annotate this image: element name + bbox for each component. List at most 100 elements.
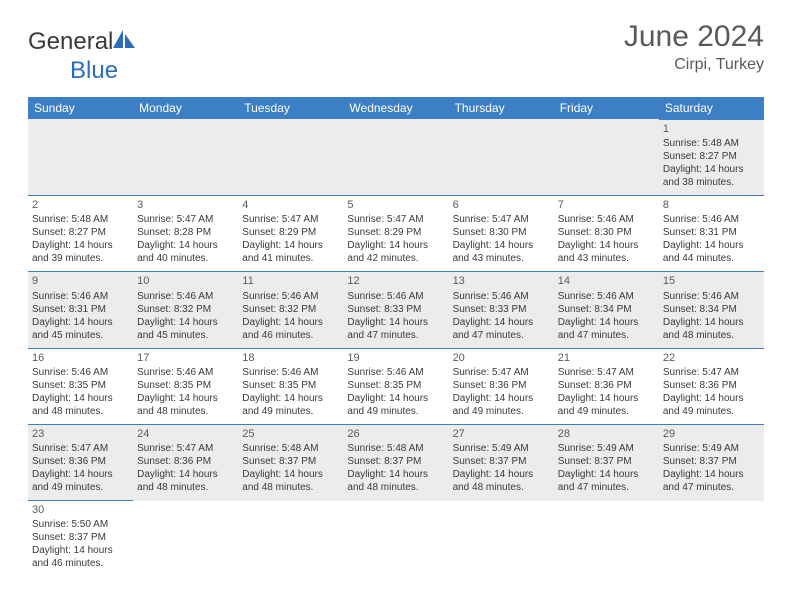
cell-daylight2: and 49 minutes.: [32, 481, 129, 494]
day-number: 10: [137, 274, 234, 288]
cell-sunrise: Sunrise: 5:46 AM: [242, 366, 339, 379]
calendar-cell: 8Sunrise: 5:46 AMSunset: 8:31 PMDaylight…: [659, 195, 764, 271]
calendar-cell: [28, 119, 133, 195]
cell-daylight1: Daylight: 14 hours: [32, 392, 129, 405]
cell-daylight1: Daylight: 14 hours: [347, 239, 444, 252]
calendar-cell: 18Sunrise: 5:46 AMSunset: 8:35 PMDayligh…: [238, 348, 343, 424]
cell-sunset: Sunset: 8:36 PM: [137, 455, 234, 468]
day-number: 8: [663, 198, 760, 212]
calendar-cell: 11Sunrise: 5:46 AMSunset: 8:32 PMDayligh…: [238, 272, 343, 348]
cell-daylight1: Daylight: 14 hours: [453, 316, 550, 329]
cell-daylight2: and 49 minutes.: [347, 405, 444, 418]
cell-sunrise: Sunrise: 5:46 AM: [558, 290, 655, 303]
cell-sunset: Sunset: 8:31 PM: [32, 303, 129, 316]
cell-daylight2: and 49 minutes.: [242, 405, 339, 418]
cell-daylight1: Daylight: 14 hours: [558, 239, 655, 252]
day-number: 23: [32, 427, 129, 441]
cell-daylight2: and 49 minutes.: [453, 405, 550, 418]
cell-daylight2: and 48 minutes.: [347, 481, 444, 494]
calendar-cell: 14Sunrise: 5:46 AMSunset: 8:34 PMDayligh…: [554, 272, 659, 348]
cell-sunset: Sunset: 8:36 PM: [558, 379, 655, 392]
cell-sunset: Sunset: 8:30 PM: [453, 226, 550, 239]
cell-sunrise: Sunrise: 5:47 AM: [347, 213, 444, 226]
cell-sunset: Sunset: 8:37 PM: [242, 455, 339, 468]
day-number: 2: [32, 198, 129, 212]
logo: GeneralBlue: [28, 20, 137, 85]
day-header-sunday: Sunday: [28, 97, 133, 120]
cell-daylight1: Daylight: 14 hours: [347, 316, 444, 329]
cell-sunset: Sunset: 8:33 PM: [347, 303, 444, 316]
day-number: 26: [347, 427, 444, 441]
calendar-cell: 12Sunrise: 5:46 AMSunset: 8:33 PMDayligh…: [343, 272, 448, 348]
day-number: 7: [558, 198, 655, 212]
day-number: 13: [453, 274, 550, 288]
cell-daylight1: Daylight: 14 hours: [453, 239, 550, 252]
day-header-monday: Monday: [133, 97, 238, 120]
cell-sunrise: Sunrise: 5:46 AM: [347, 366, 444, 379]
cell-sunset: Sunset: 8:30 PM: [558, 226, 655, 239]
calendar-cell: [554, 501, 659, 577]
day-number: 20: [453, 351, 550, 365]
calendar-cell: 2Sunrise: 5:48 AMSunset: 8:27 PMDaylight…: [28, 195, 133, 271]
calendar-cell: 29Sunrise: 5:49 AMSunset: 8:37 PMDayligh…: [659, 424, 764, 500]
cell-sunset: Sunset: 8:35 PM: [32, 379, 129, 392]
calendar-cell: [554, 119, 659, 195]
calendar-cell: 15Sunrise: 5:46 AMSunset: 8:34 PMDayligh…: [659, 272, 764, 348]
day-number: 4: [242, 198, 339, 212]
calendar-cell: [343, 501, 448, 577]
cell-daylight2: and 40 minutes.: [137, 252, 234, 265]
cell-daylight2: and 47 minutes.: [453, 329, 550, 342]
day-number: 18: [242, 351, 339, 365]
day-number: 29: [663, 427, 760, 441]
cell-daylight1: Daylight: 14 hours: [32, 239, 129, 252]
calendar-week-row: 30Sunrise: 5:50 AMSunset: 8:37 PMDayligh…: [28, 501, 764, 577]
logo-text-blue: Blue: [70, 57, 118, 84]
logo-text-general: General: [28, 28, 113, 55]
calendar-cell: 17Sunrise: 5:46 AMSunset: 8:35 PMDayligh…: [133, 348, 238, 424]
cell-daylight2: and 41 minutes.: [242, 252, 339, 265]
calendar-cell: 21Sunrise: 5:47 AMSunset: 8:36 PMDayligh…: [554, 348, 659, 424]
day-number: 12: [347, 274, 444, 288]
day-header-wednesday: Wednesday: [343, 97, 448, 120]
calendar-cell: [133, 119, 238, 195]
cell-daylight1: Daylight: 14 hours: [453, 392, 550, 405]
calendar-week-row: 23Sunrise: 5:47 AMSunset: 8:36 PMDayligh…: [28, 424, 764, 500]
cell-sunrise: Sunrise: 5:48 AM: [663, 137, 760, 150]
calendar-cell: 13Sunrise: 5:46 AMSunset: 8:33 PMDayligh…: [449, 272, 554, 348]
calendar-cell: 22Sunrise: 5:47 AMSunset: 8:36 PMDayligh…: [659, 348, 764, 424]
cell-sunset: Sunset: 8:27 PM: [663, 150, 760, 163]
cell-sunset: Sunset: 8:29 PM: [347, 226, 444, 239]
cell-sunrise: Sunrise: 5:49 AM: [453, 442, 550, 455]
day-number: 22: [663, 351, 760, 365]
calendar-cell: [659, 501, 764, 577]
cell-sunset: Sunset: 8:32 PM: [242, 303, 339, 316]
cell-sunset: Sunset: 8:34 PM: [663, 303, 760, 316]
cell-daylight2: and 47 minutes.: [347, 329, 444, 342]
cell-daylight2: and 45 minutes.: [32, 329, 129, 342]
cell-daylight1: Daylight: 14 hours: [137, 316, 234, 329]
cell-sunrise: Sunrise: 5:47 AM: [32, 442, 129, 455]
cell-sunrise: Sunrise: 5:46 AM: [663, 213, 760, 226]
cell-daylight1: Daylight: 14 hours: [663, 239, 760, 252]
cell-sunrise: Sunrise: 5:46 AM: [453, 290, 550, 303]
day-header-tuesday: Tuesday: [238, 97, 343, 120]
cell-daylight1: Daylight: 14 hours: [347, 392, 444, 405]
calendar-cell: 10Sunrise: 5:46 AMSunset: 8:32 PMDayligh…: [133, 272, 238, 348]
cell-daylight2: and 47 minutes.: [663, 481, 760, 494]
cell-sunset: Sunset: 8:31 PM: [663, 226, 760, 239]
calendar-cell: 27Sunrise: 5:49 AMSunset: 8:37 PMDayligh…: [449, 424, 554, 500]
cell-sunrise: Sunrise: 5:46 AM: [663, 290, 760, 303]
cell-sunrise: Sunrise: 5:48 AM: [347, 442, 444, 455]
calendar-cell: 23Sunrise: 5:47 AMSunset: 8:36 PMDayligh…: [28, 424, 133, 500]
cell-sunrise: Sunrise: 5:47 AM: [137, 213, 234, 226]
cell-sunset: Sunset: 8:35 PM: [137, 379, 234, 392]
cell-daylight1: Daylight: 14 hours: [558, 316, 655, 329]
calendar-cell: 5Sunrise: 5:47 AMSunset: 8:29 PMDaylight…: [343, 195, 448, 271]
cell-daylight1: Daylight: 14 hours: [663, 163, 760, 176]
cell-sunrise: Sunrise: 5:46 AM: [32, 366, 129, 379]
calendar-week-row: 2Sunrise: 5:48 AMSunset: 8:27 PMDaylight…: [28, 195, 764, 271]
calendar-cell: [238, 501, 343, 577]
day-number: 28: [558, 427, 655, 441]
day-number: 11: [242, 274, 339, 288]
cell-daylight2: and 48 minutes.: [663, 329, 760, 342]
